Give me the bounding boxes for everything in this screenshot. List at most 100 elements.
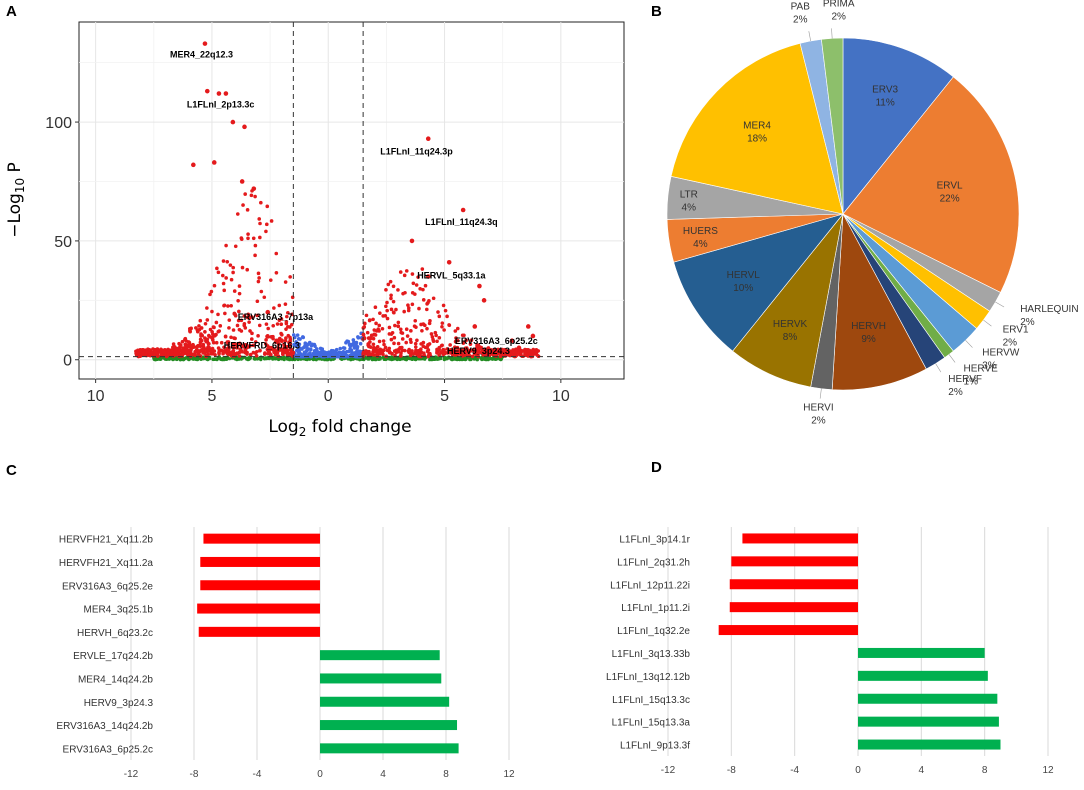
point-ns [192,356,196,361]
point-significant [245,352,249,356]
point-significant [210,348,214,353]
point-significant [420,267,425,271]
bar-x-tick-label: 4 [380,769,386,780]
point-significant [253,194,257,199]
volcano-cutoff-lines [79,22,624,379]
x-tick-label: 5 [207,388,216,405]
point-significant [380,326,385,331]
point-nonsig-fc [338,346,343,351]
bar-x-tick-label: 12 [1042,765,1054,776]
point-significant [445,314,449,319]
highlight-point [481,298,487,303]
point-significant [197,327,202,332]
point-nonsig-fc [352,354,356,359]
point-significant [212,283,217,288]
point-significant [181,347,185,351]
bar-category-label: HERVFH21_Xq11.2a [59,558,154,569]
point-significant [269,219,274,223]
point-significant [374,321,378,326]
point-significant [171,345,175,350]
point-ns [435,357,439,361]
point-significant [410,272,415,276]
volcano-grid [79,22,624,379]
point-significant [392,341,396,346]
volcano-gene-labels: MER4_22q12.3 L1FLnI_2p13.3c L1FLnI_11q24.3… [170,50,538,356]
bar-x-tick-label: 8 [443,769,449,780]
point-significant [527,352,531,357]
point-significant [173,352,177,356]
point-significant [413,341,418,346]
point-significant [262,295,267,300]
point-significant [373,305,378,310]
point-significant [231,345,236,350]
point-significant [470,354,475,359]
pie-leader-line [983,319,992,327]
pie-slice-percent: 2% [811,415,826,426]
point-significant [427,321,432,326]
point-significant [214,332,218,337]
point-significant [286,325,290,329]
point-ns [272,356,276,361]
bar-x-tick-label: -4 [790,765,799,776]
highlight-point [525,324,531,329]
pie-slice-percent: 2% [793,14,808,25]
point-significant [417,306,421,311]
point-ns [349,358,353,362]
point-ns [404,358,409,362]
bar-category-label: L1FLnI_9p13.3f [620,741,690,752]
point-significant [437,314,442,319]
point-significant [255,299,260,304]
point-significant [362,336,367,340]
point-significant [170,349,174,354]
point-significant [283,280,288,284]
point-significant [474,351,479,356]
point-ns [373,356,377,360]
point-significant [257,276,261,280]
point-significant [475,347,480,351]
point-significant [279,348,284,352]
point-significant [249,193,254,198]
point-significant [361,332,366,337]
pie-slice [842,76,1020,293]
point-significant [453,329,458,333]
pie-slices [666,28,1020,399]
point-significant [248,352,253,357]
point-significant [277,303,282,308]
point-significant [404,269,409,273]
point-significant [394,350,398,355]
point-significant [460,333,465,338]
point-significant [253,243,258,248]
point-significant [281,352,285,356]
point-significant [412,324,417,328]
bar [718,625,858,636]
pie-slice-name: MER4 [743,121,771,132]
point-significant [239,318,244,323]
point-significant [208,334,212,339]
point-significant [265,344,270,348]
point-significant [377,323,382,328]
point-significant [145,349,150,354]
bar-category-label: L1FLnI_1p11.2i [621,603,690,614]
point-significant [288,337,293,342]
gene-label: L1FLnI_2p13.3c [187,100,255,110]
point-significant [214,340,219,345]
point-significant [137,351,141,356]
pie-leader-line [819,388,822,399]
point-significant [418,286,422,291]
point-nonsig-fc [316,353,320,357]
highlight-point [223,91,229,96]
point-significant [213,352,217,357]
bar-chart-d: -12 -8 -4 0 4 8 12 L1FLnI_3p14.1r L1FLnI_2q31.2h… [606,527,1054,776]
point-significant [237,341,242,346]
bar-x-tick-label: -12 [124,769,139,780]
point-ns [223,357,227,362]
point-nonsig-fc [341,350,346,354]
point-significant [271,336,275,341]
point-significant [229,277,234,282]
point-significant [363,321,367,326]
bar [197,603,320,614]
pie-slice [842,37,954,215]
point-significant [414,283,419,287]
point-significant [424,307,429,312]
